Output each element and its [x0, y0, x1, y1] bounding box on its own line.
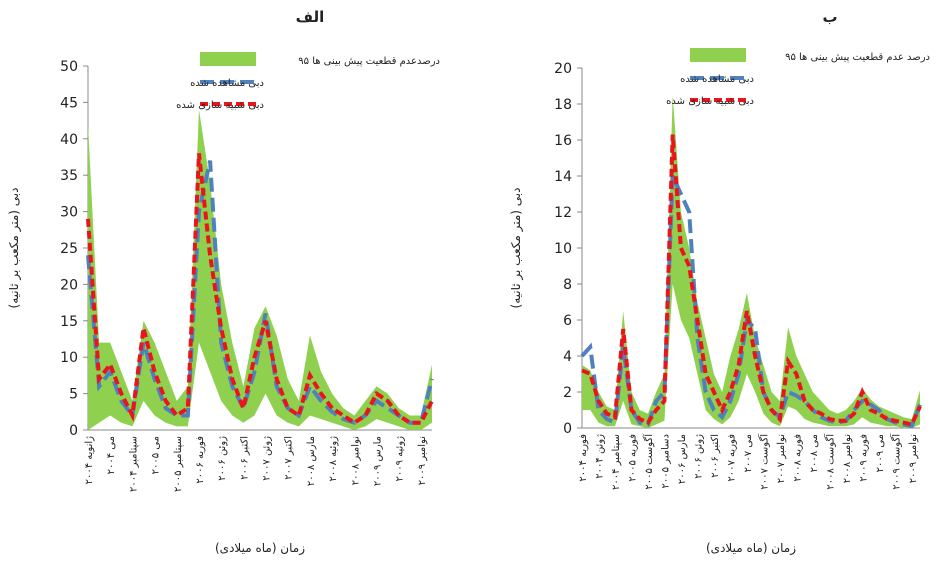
series-line: [580, 175, 922, 429]
y-tick-label: 15: [60, 314, 78, 330]
y-tick-label: 18: [554, 97, 572, 113]
y-tick-label: 8: [563, 277, 572, 293]
y-tick-label: 50: [60, 59, 78, 75]
y-tick-label: 0: [69, 423, 78, 439]
x-tick-label: نوامبر ۲۰۰۸: [842, 434, 853, 483]
y-axis-label: دبی (متر مکعب بر ثانیه): [509, 188, 524, 309]
y-tick-label: 45: [60, 95, 78, 111]
x-tick-label: اکتبر ۲۰۰۷: [284, 436, 295, 480]
x-tick-label: نوامبر ۲۰۰۹: [908, 434, 919, 483]
x-tick-label: می ۲۰۰۴: [106, 436, 117, 474]
x-tick-label: می ۲۰۰۵: [151, 436, 162, 474]
y-tick-label: 10: [554, 241, 572, 257]
x-tick-label: فوریه ۲۰۰۸: [792, 434, 803, 482]
uncertainty-band: [582, 95, 920, 428]
y-tick-label: 40: [60, 132, 78, 148]
x-tick-label: آگوست ۲۰۰۷: [757, 433, 770, 490]
x-tick-label: فوریه ۲۰۰۷: [726, 434, 737, 482]
x-tick-label: ژوئن ۲۰۰۶: [693, 434, 704, 479]
x-tick-label: ژوئیه ۲۰۰۹: [395, 436, 406, 482]
legend-label: دبی مشاهده شده: [190, 78, 264, 89]
x-tick-label: آگوست ۲۰۰۹: [889, 433, 902, 490]
x-tick-label: آگوست ۲۰۰۸: [823, 433, 836, 490]
x-tick-label: ژانویه ۲۰۰۴: [84, 436, 95, 485]
y-tick-label: 20: [60, 277, 78, 293]
legend-label: دبی شبیه سازی شده: [666, 96, 754, 107]
x-tick-label: سپتامبر ۲۰۰۵: [173, 436, 184, 492]
x-axis-label: زمان (ماه میلادی): [706, 541, 796, 556]
y-tick-label: 4: [563, 349, 572, 365]
x-tick-label: نوامبر ۲۰۰۷: [776, 434, 787, 483]
uncertainty-band: [88, 109, 432, 431]
x-tick-label: اکتبر ۲۰۰۶: [710, 434, 721, 478]
chart-title: الف: [296, 8, 325, 26]
x-tick-label: مارس ۲۰۰۹: [373, 436, 384, 486]
legend-label: دبی شبیه سازی شده: [176, 100, 264, 111]
x-tick-label: فوریه ۲۰۰۶: [195, 436, 206, 484]
legend-label: ۹۵ درصد عدم قطعیت پیش بینی ها: [785, 52, 930, 63]
series-line: [86, 153, 434, 426]
legend-swatch: [690, 48, 746, 62]
x-tick-label: می ۲۰۰۹: [875, 434, 886, 472]
x-tick-label: می ۲۰۰۷: [743, 434, 754, 472]
x-tick-label: آگوست ۲۰۰۵: [642, 433, 655, 490]
series-line: [581, 134, 922, 427]
chart-title: ب: [822, 8, 837, 26]
x-tick-label: فوریه ۲۰۰۴: [578, 434, 589, 482]
y-tick-label: 5: [69, 387, 78, 403]
x-axis-label: زمان (ماه میلادی): [215, 541, 305, 556]
x-tick-label: نوامبر ۲۰۰۹: [417, 436, 428, 485]
y-tick-label: 10: [60, 350, 78, 366]
y-tick-label: 20: [554, 61, 572, 77]
x-tick-label: ژوئن ۲۰۰۴: [594, 434, 605, 479]
x-tick-label: اکتبر ۲۰۰۶: [239, 436, 250, 480]
y-tick-label: 25: [60, 241, 78, 257]
x-tick-label: مارس ۲۰۰۶: [677, 434, 688, 484]
y-tick-label: 35: [60, 168, 78, 184]
x-tick-label: دسامبر ۲۰۰۵: [660, 434, 671, 488]
y-tick-label: 30: [60, 205, 78, 221]
x-tick-label: نوامبر ۲۰۰۸: [350, 436, 361, 485]
y-tick-label: 14: [554, 169, 572, 185]
x-tick-label: می ۲۰۰۸: [809, 434, 820, 472]
legend-label: دبی مشاهده شده: [680, 74, 754, 85]
y-tick-label: 6: [563, 313, 572, 329]
x-tick-label: سپتامبر ۲۰۰۴: [128, 436, 139, 492]
x-tick-label: سپتامبر ۲۰۰۴: [611, 434, 622, 490]
legend-label: ۹۵ درصدعدم قطعیت پیش بینی ها: [298, 56, 440, 67]
x-tick-label: فوریه ۲۰۰۵: [627, 434, 638, 482]
y-tick-label: 2: [563, 385, 572, 401]
x-tick-label: ژوئیه ۲۰۰۸: [328, 436, 339, 482]
y-tick-label: 16: [554, 133, 572, 149]
y-axis-label: دبی (متر مکعب بر ثانیه): [7, 188, 22, 309]
y-tick-label: 0: [563, 421, 572, 437]
legend-swatch: [200, 52, 256, 66]
x-tick-label: مارس ۲۰۰۸: [306, 436, 317, 486]
x-tick-label: فوریه ۲۰۰۹: [858, 434, 869, 482]
x-tick-label: ژوئن ۲۰۰۷: [262, 436, 273, 481]
x-tick-label: ژوئن ۲۰۰۶: [217, 436, 228, 481]
y-tick-label: 12: [554, 205, 572, 221]
